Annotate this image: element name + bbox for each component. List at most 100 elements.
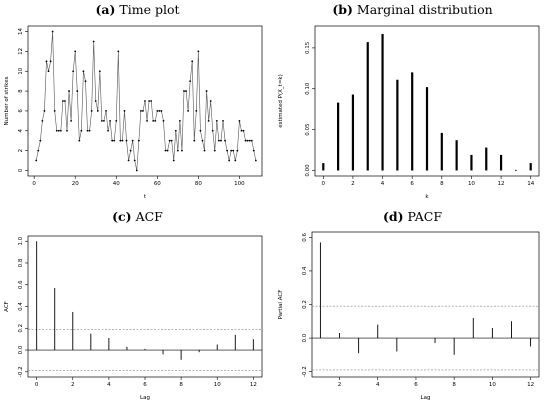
y-axis-label: Partial ACF (278, 290, 284, 320)
x-tick-label: 2 (351, 181, 355, 187)
panel-letter-d: (d) (382, 209, 404, 224)
data-point (121, 139, 124, 142)
data-point (236, 149, 239, 152)
data-point (137, 139, 140, 142)
data-point (170, 139, 173, 142)
panel-name-c: ACF (135, 209, 163, 224)
y-tick-label: 0.05 (305, 123, 311, 136)
x-tick-label: 12 (498, 181, 505, 187)
data-point (224, 139, 226, 142)
probability-bar (515, 169, 517, 172)
data-point (68, 90, 70, 92)
x-tick-label: 80 (195, 181, 202, 187)
data-point (166, 149, 169, 152)
x-tick-label: 4 (381, 181, 385, 187)
panel-letter-b: (b) (332, 2, 353, 17)
data-point (187, 110, 190, 112)
data-point (103, 119, 105, 122)
data-point (168, 139, 171, 142)
data-point (107, 129, 109, 132)
data-point (98, 70, 101, 73)
data-point (230, 149, 233, 152)
data-point (209, 100, 212, 102)
data-point (178, 119, 181, 122)
x-tick-label: 8 (440, 181, 444, 187)
x-tick-label: 2 (338, 382, 342, 388)
data-point (248, 139, 251, 142)
panel-title-c: (c) ACF (0, 209, 275, 224)
data-point (148, 100, 151, 102)
data-point (94, 100, 97, 102)
acf-chart: 0 2 4 6 8 10 12 -0.2 0.0 0.2 0.4 0.6 0.8 1.0 Lag ACF (4, 235, 263, 401)
x-tick-label: 0 (35, 382, 39, 388)
data-point (74, 50, 77, 53)
data-point (213, 149, 216, 152)
data-point (172, 159, 175, 162)
data-point (164, 149, 167, 152)
y-tick-label: 14 (18, 28, 24, 35)
data-point (80, 129, 83, 132)
data-point (226, 149, 229, 152)
y-tick-label: 0.2 (302, 300, 308, 309)
y-tick-label: 6 (18, 109, 24, 113)
data-point (238, 119, 241, 122)
data-point (252, 149, 255, 152)
data-point (185, 90, 187, 92)
data-point (203, 149, 206, 152)
data-point (244, 139, 247, 142)
data-point (158, 110, 161, 112)
data-point (109, 119, 112, 122)
y-tick-label: 0.0 (18, 345, 24, 354)
panel-name-b: Marginal distribution (356, 2, 493, 17)
data-point (37, 149, 40, 152)
series-line (35, 31, 257, 171)
x-tick-label: 8 (452, 382, 456, 388)
data-point (76, 90, 79, 92)
data-point (217, 139, 220, 142)
data-point (127, 159, 130, 162)
data-point (88, 129, 91, 132)
data-point (111, 139, 114, 142)
y-tick-label: 0.00 (305, 164, 311, 177)
y-tick-label: 0.6 (18, 280, 24, 289)
x-tick-label: 8 (179, 382, 183, 388)
data-point (205, 90, 208, 92)
data-point (78, 139, 81, 142)
data-point (47, 70, 50, 73)
panel-letter-a: (a) (95, 2, 116, 17)
data-point (86, 129, 89, 132)
data-point (66, 129, 68, 132)
data-point (195, 110, 198, 112)
x-axis-label: Lag (421, 395, 431, 401)
data-point (207, 119, 210, 122)
x-tick-label: 60 (154, 181, 161, 187)
y-tick-label: 12 (18, 48, 24, 55)
data-point (181, 149, 183, 152)
data-point (142, 110, 144, 112)
marginal-distribution-chart: 0 2 4 6 8 10 12 14 0.00 0.05 0.10 0.15 k estimated P(… (278, 25, 540, 200)
plot-frame (311, 231, 540, 378)
data-point (82, 70, 85, 73)
panel-title-a: (a) Time plot (0, 2, 275, 17)
data-point (242, 129, 245, 132)
panel-letter-c: (c) (112, 209, 132, 224)
data-point (211, 129, 214, 132)
data-point (72, 70, 75, 73)
data-point (228, 159, 231, 162)
data-point (246, 139, 249, 142)
data-point (234, 159, 237, 162)
y-tick-label: 0.6 (302, 232, 308, 241)
y-tick-label: 0.4 (18, 302, 24, 311)
data-point (90, 110, 93, 112)
data-point (70, 119, 73, 122)
data-point (115, 119, 118, 122)
data-point (117, 50, 120, 53)
x-axis-label: t (144, 194, 147, 200)
y-tick-label: 10 (18, 67, 24, 74)
data-point (197, 50, 200, 53)
data-point (199, 129, 202, 132)
y-tick-label: 0.2 (18, 324, 24, 333)
pacf-chart: 2 4 6 8 10 12 -0.2 0.0 0.2 0.4 0.6 Lag Partial ACF (278, 231, 540, 401)
data-point (191, 60, 194, 63)
data-point (150, 100, 153, 102)
